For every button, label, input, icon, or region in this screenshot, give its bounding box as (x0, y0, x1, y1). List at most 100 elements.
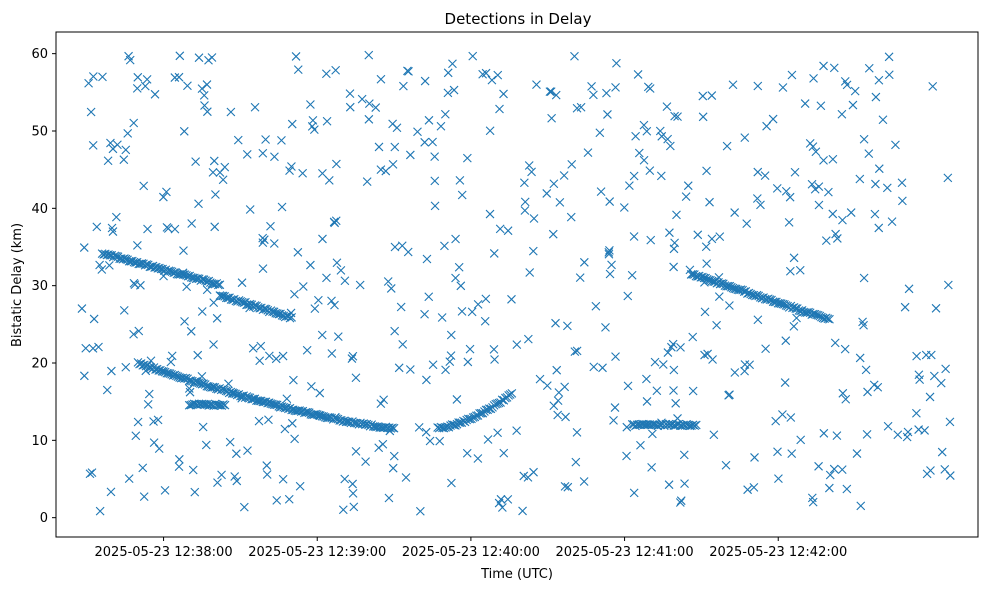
detection-marker (823, 314, 833, 324)
detection-marker (796, 306, 805, 316)
detection-marker (130, 280, 140, 290)
detection-marker (688, 420, 698, 430)
detection-marker (362, 177, 372, 187)
detection-marker (639, 155, 649, 165)
detection-marker (622, 451, 631, 461)
detection-marker (468, 51, 478, 61)
detection-marker (425, 436, 435, 446)
detection-marker (131, 431, 141, 441)
detection-marker (107, 223, 117, 233)
detection-marker (602, 88, 611, 98)
detection-marker (463, 414, 473, 424)
detection-marker (197, 379, 207, 389)
detection-marker (929, 371, 939, 381)
x-tick-label: 2025-05-23 12:40:00 (402, 545, 540, 560)
detection-marker (430, 152, 440, 161)
detection-marker (912, 351, 921, 361)
detection-marker (390, 326, 400, 336)
detection-marker (551, 90, 561, 100)
detection-marker (318, 234, 327, 244)
detection-marker (175, 51, 185, 61)
detection-marker (683, 181, 693, 191)
detection-marker (676, 496, 686, 506)
detection-marker (811, 147, 821, 157)
detection-marker (150, 89, 160, 99)
detection-marker (715, 232, 725, 242)
detection-marker (102, 385, 112, 395)
detection-marker (688, 332, 698, 342)
detection-marker (828, 154, 838, 164)
detection-marker (310, 304, 320, 313)
detection-marker (179, 126, 189, 136)
detection-marker (662, 102, 672, 112)
detection-marker (390, 142, 400, 152)
detection-marker (497, 503, 507, 512)
detection-marker (831, 229, 841, 239)
detection-marker (401, 473, 411, 482)
detection-marker (445, 357, 455, 366)
detection-marker (819, 428, 829, 438)
detection-marker (698, 91, 708, 101)
detection-marker (563, 482, 573, 492)
detection-marker (180, 316, 189, 326)
detection-marker (376, 165, 386, 175)
plot-frame (55, 31, 979, 538)
detection-marker (810, 309, 820, 319)
detection-marker (349, 418, 359, 428)
detection-marker (374, 443, 384, 453)
detection-marker (357, 94, 367, 104)
detection-marker (604, 249, 614, 259)
detection-marker (306, 260, 315, 270)
detection-marker (142, 74, 152, 84)
detection-marker (688, 386, 698, 396)
detection-marker (184, 384, 194, 393)
detection-marker (405, 150, 415, 160)
detection-marker (398, 81, 408, 91)
detection-marker (859, 320, 868, 330)
detection-marker (607, 260, 616, 270)
detection-marker (389, 451, 399, 461)
detection-marker (348, 351, 358, 361)
detection-marker (555, 197, 565, 207)
detection-marker (269, 400, 279, 410)
detection-marker (631, 131, 640, 141)
detection-marker (715, 279, 725, 289)
detection-marker (311, 409, 321, 419)
detection-marker (700, 307, 710, 317)
detection-marker (665, 228, 674, 238)
detection-marker (413, 127, 422, 137)
detection-marker (435, 436, 445, 446)
detection-marker (143, 224, 152, 234)
detection-marker (546, 87, 556, 97)
detection-marker (669, 421, 679, 431)
detection-marker (306, 381, 316, 391)
detection-marker (221, 293, 231, 303)
detection-marker (258, 148, 268, 158)
detection-marker (491, 399, 501, 409)
detection-marker (869, 380, 879, 390)
detection-marker (258, 264, 268, 274)
detection-marker (610, 403, 620, 412)
detection-marker (166, 357, 176, 367)
detection-marker (825, 470, 835, 480)
detection-marker (730, 368, 740, 377)
detection-marker (579, 257, 589, 267)
detection-marker (424, 292, 434, 302)
detection-marker (277, 202, 287, 212)
detection-marker (588, 90, 598, 100)
detection-marker (420, 137, 430, 147)
detection-marker (778, 410, 787, 419)
detection-marker (878, 115, 888, 125)
detection-marker (523, 473, 533, 482)
detection-marker (255, 356, 265, 366)
detection-marker (740, 133, 750, 143)
detection-marker (462, 153, 472, 163)
detection-marker (315, 388, 325, 398)
detection-marker (655, 126, 665, 136)
detection-marker (520, 197, 530, 207)
detection-marker (624, 181, 634, 191)
detection-marker (331, 65, 341, 75)
detection-marker (639, 120, 649, 130)
detection-marker (712, 320, 721, 330)
detection-marker (149, 438, 159, 447)
